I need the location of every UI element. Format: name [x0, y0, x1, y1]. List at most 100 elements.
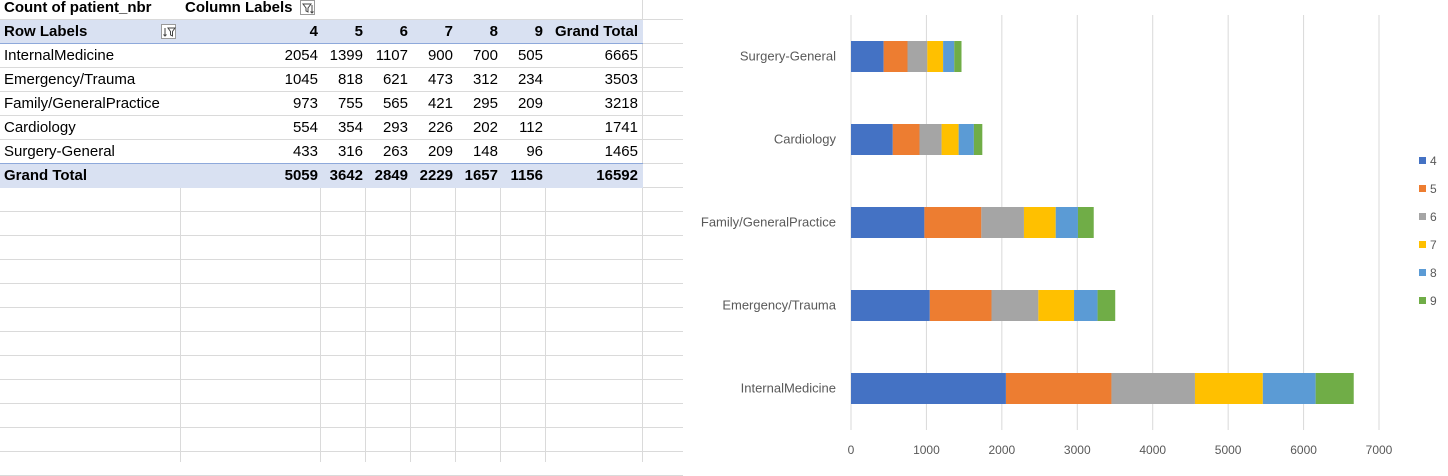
cell-value: 209	[517, 95, 543, 112]
cell-row-total: 1741	[604, 119, 638, 136]
legend-swatch	[1419, 185, 1426, 192]
cell-value: 433	[292, 143, 318, 160]
bar-segment	[943, 41, 955, 72]
category-label: Emergency/Trauma	[722, 298, 836, 313]
grid-col-line	[320, 187, 321, 462]
x-tick-label: 1000	[913, 443, 940, 457]
grand-total-label: Grand Total	[4, 167, 88, 184]
cell-value: 293	[382, 119, 408, 136]
grand-total-band	[0, 164, 643, 188]
bar-segment	[924, 207, 982, 238]
bar-segment	[1315, 373, 1354, 404]
row-label: Cardiology	[4, 119, 76, 136]
grid-row-line	[0, 403, 683, 404]
bar-segment	[851, 41, 884, 72]
column-labels-header: Column Labels	[185, 0, 293, 16]
grid-col-line	[642, 0, 643, 462]
bar-segment	[851, 124, 893, 155]
cell-value: 973	[292, 95, 318, 112]
cell-value: 96	[526, 143, 543, 160]
chart-canvas: 0 1000 2000 3000 4000 5000 6000 7000 InternalMed…	[701, 15, 1437, 457]
cell-value: 226	[427, 119, 453, 136]
bar-segment	[1194, 373, 1263, 404]
total-divider	[0, 163, 643, 164]
row-label: Surgery-General	[4, 143, 115, 160]
cell-value: 1045	[284, 71, 318, 88]
cell-value: 421	[427, 95, 453, 112]
grid-row-line	[0, 451, 683, 452]
grand-total-value: 1156	[510, 167, 543, 184]
grid-row-line	[0, 91, 683, 92]
bar-segment	[941, 124, 959, 155]
grand-total-value: 2229	[419, 167, 453, 184]
grid-row-line	[0, 115, 683, 116]
grand-total-value: 2849	[374, 167, 408, 184]
cell-value: 202	[472, 119, 498, 136]
cell-value: 316	[337, 143, 363, 160]
bar-segment	[981, 207, 1024, 238]
grand-total-value: 5059	[284, 167, 318, 184]
cell-value: 818	[337, 71, 363, 88]
grid-col-line	[410, 187, 411, 462]
cell-value: 234	[517, 71, 543, 88]
bar-segment	[954, 41, 962, 72]
col-header-grand-total: Grand Total	[554, 23, 638, 40]
grand-total-value: 3642	[329, 167, 363, 184]
bar-segment	[1038, 290, 1075, 321]
bar-segment	[973, 124, 983, 155]
column-filter-button[interactable]	[300, 0, 315, 15]
x-tick-label: 6000	[1290, 443, 1317, 457]
header-divider	[0, 43, 643, 44]
col-header-7: 7	[444, 23, 453, 40]
cell-value: 295	[472, 95, 498, 112]
col-header-4: 4	[309, 23, 318, 40]
row-label: Family/GeneralPractice	[4, 95, 160, 112]
x-tick-label: 7000	[1366, 443, 1393, 457]
col-header-9: 9	[534, 23, 543, 40]
grid-col-line	[180, 187, 181, 462]
bar-segment	[851, 290, 930, 321]
cell-row-total: 6665	[604, 47, 638, 64]
grid-row-line	[0, 307, 683, 308]
col-header-6: 6	[399, 23, 408, 40]
cell-value: 621	[382, 71, 408, 88]
grid-col-line	[500, 187, 501, 462]
legend-label: 4	[1430, 154, 1437, 168]
bar-segment	[929, 290, 992, 321]
grid-row-line	[0, 211, 683, 212]
col-header-5: 5	[354, 23, 363, 40]
value-field-label: Count of patient_nbr	[4, 0, 152, 16]
bar-segment	[892, 124, 920, 155]
cell-value: 112	[519, 119, 543, 136]
cell-value: 209	[427, 143, 453, 160]
grid-row-line	[0, 139, 683, 140]
legend-label: 5	[1430, 182, 1437, 196]
bar-segment	[851, 207, 925, 238]
cell-value: 900	[427, 47, 453, 64]
legend-label: 9	[1430, 294, 1437, 308]
legend-swatch	[1419, 157, 1426, 164]
col-header-8: 8	[489, 23, 498, 40]
row-label: InternalMedicine	[4, 47, 115, 64]
row-labels-header-band	[0, 20, 643, 44]
category-label: Cardiology	[774, 132, 837, 147]
pivot-sheet[interactable]: Count of patient_nbr Column Labels Row L…	[0, 0, 683, 476]
bar-segment	[1023, 207, 1056, 238]
cell-value: 312	[472, 71, 498, 88]
bar-segment	[1097, 290, 1116, 321]
row-filter-button[interactable]	[161, 24, 176, 39]
legend-label: 6	[1430, 210, 1437, 224]
cell-row-total: 3503	[604, 71, 638, 88]
grid-row-line	[0, 259, 683, 260]
cell-value: 1107	[375, 47, 408, 64]
category-label: Family/GeneralPractice	[701, 215, 836, 230]
sort-filter-icon	[163, 27, 176, 37]
grid-col-line	[365, 187, 366, 462]
bar-segment	[1111, 373, 1195, 404]
cell-value: 505	[517, 47, 543, 64]
stacked-bar-chart[interactable]: 0 1000 2000 3000 4000 5000 6000 7000 InternalMed…	[684, 0, 1448, 462]
legend-swatch	[1419, 297, 1426, 304]
cell-value: 565	[382, 95, 408, 112]
cell-row-total: 3218	[604, 95, 638, 112]
x-tick-label: 2000	[989, 443, 1016, 457]
